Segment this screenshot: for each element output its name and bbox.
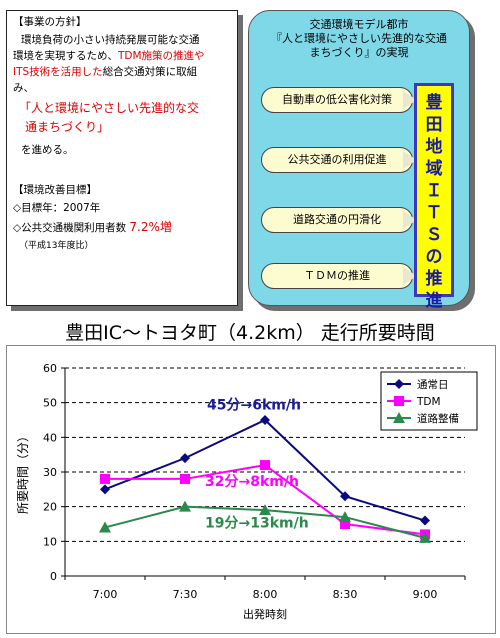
travel-time-chart: 0 10 20 30 40 50 60 7:00 7:30 8:00 8:30 9:00 出発時刻 所要時… bbox=[16, 362, 478, 621]
policy-line-2: 環境を実現するため、TDM施策の推進や bbox=[13, 49, 205, 64]
goal-note: （平成13年度比） bbox=[19, 241, 94, 251]
y-tick-label: 50 bbox=[43, 397, 57, 410]
measure-public-transport: 公共交通の利用促進 bbox=[261, 147, 413, 173]
chart-annotation: 19分→13km/h bbox=[205, 515, 309, 531]
policy-quote-1: 「人と環境にやさしい先進的な交 bbox=[19, 101, 200, 115]
x-tick-label: 9:00 bbox=[413, 588, 438, 601]
policy-quote-2: 通まちづくり」 bbox=[25, 120, 110, 134]
data-point bbox=[260, 460, 270, 471]
policy-line-1: 環境負荷の小さい持続発展可能な交通 bbox=[21, 34, 200, 46]
policy-line-4: み、 bbox=[13, 82, 34, 94]
legend-marker bbox=[394, 379, 404, 389]
goal-year: ◇目標年：2007年 bbox=[13, 202, 101, 214]
policy-box: 【事業の方針】 環境負荷の小さい持続発展可能な交通 環境を実現するため、TDM施… bbox=[6, 10, 238, 306]
model-title-line-1: 交通環境モデル都市 bbox=[309, 18, 409, 31]
model-city-box: 交通環境モデル都市 『人と環境にやさしい先進的な交通 まちづくり』の実現 自動車… bbox=[248, 10, 470, 311]
x-tick-label: 8:30 bbox=[333, 588, 358, 601]
goal-users-value: 7.2%増 bbox=[129, 220, 172, 234]
y-tick-label: 60 bbox=[43, 362, 57, 375]
arrow-icon bbox=[403, 91, 417, 109]
data-point bbox=[340, 491, 350, 502]
model-title-line-3: まちづくり』の実現 bbox=[309, 46, 409, 59]
data-point bbox=[180, 473, 190, 484]
x-axis-label: 出発時刻 bbox=[243, 607, 287, 621]
model-title-line-2: 『人と環境にやさしい先進的な交通 bbox=[271, 32, 447, 45]
data-point bbox=[259, 504, 271, 516]
y-tick-label: 30 bbox=[43, 466, 57, 479]
y-axis-label: 所要時間（分） bbox=[16, 430, 30, 514]
goal-heading: 【環境改善目標】 bbox=[13, 184, 97, 196]
data-point bbox=[100, 473, 110, 484]
legend-label: 道路整備 bbox=[417, 412, 459, 425]
data-point bbox=[339, 511, 351, 523]
data-point bbox=[100, 484, 110, 495]
model-title: 交通環境モデル都市 『人と環境にやさしい先進的な交通 まちづくり』の実現 bbox=[249, 18, 469, 60]
legend-marker bbox=[394, 396, 404, 406]
x-tick-label: 8:00 bbox=[253, 588, 278, 601]
policy-text: 環境を実現するため、 bbox=[13, 50, 118, 62]
goal-users: ◇公共交通機関利用者数 7.2%増 bbox=[13, 220, 172, 236]
y-tick-label: 40 bbox=[43, 431, 57, 444]
data-point bbox=[180, 453, 190, 464]
policy-heading: 【事業の方針】 bbox=[13, 16, 87, 28]
legend-marker bbox=[393, 412, 405, 423]
measure-road-smoothing: 道路交通の円滑化 bbox=[261, 207, 413, 233]
data-point bbox=[260, 415, 270, 425]
y-tick-label: 10 bbox=[43, 535, 57, 548]
arrow-icon bbox=[403, 151, 417, 169]
data-point bbox=[340, 519, 350, 529]
data-point bbox=[179, 500, 191, 512]
policy-text: 総合交通対策に取組 bbox=[102, 66, 198, 78]
policy-line-3: ITS技術を活用した総合交通対策に取組 bbox=[13, 65, 197, 80]
policy-text-red: ITS技術を活用した bbox=[13, 66, 103, 78]
data-point bbox=[420, 515, 430, 526]
data-point bbox=[99, 521, 111, 533]
arrow-icon bbox=[403, 267, 417, 285]
policy-line-5: を進める。 bbox=[21, 144, 74, 156]
arrow-icon bbox=[403, 211, 417, 229]
x-tick-label: 7:00 bbox=[93, 588, 118, 601]
data-point bbox=[419, 531, 431, 543]
goal-users-label: ◇公共交通機関利用者数 bbox=[13, 222, 127, 234]
chart-annotation: 32分→8km/h bbox=[205, 474, 299, 490]
measure-tdm: ＴＤＭの推進 bbox=[261, 263, 413, 289]
chart-annotation: 45分→6km/h bbox=[207, 398, 301, 414]
chart-frame: 0 10 20 30 40 50 60 7:00 7:30 8:00 8:30 9:00 出発時刻 所要時… bbox=[6, 345, 496, 634]
chart-title: 豊田IC～トヨタ町（4.2km） 走行所要時間 bbox=[65, 322, 435, 344]
y-tick-label: 20 bbox=[43, 501, 57, 514]
measure-low-emission: 自動車の低公害化対策 bbox=[261, 87, 413, 113]
x-tick-label: 7:30 bbox=[173, 588, 198, 601]
legend-label: 通常日 bbox=[417, 378, 449, 391]
y-tick-label: 0 bbox=[50, 570, 57, 583]
policy-text-red: TDM施策の推進や bbox=[118, 50, 205, 62]
legend-label: TDM bbox=[416, 396, 441, 408]
